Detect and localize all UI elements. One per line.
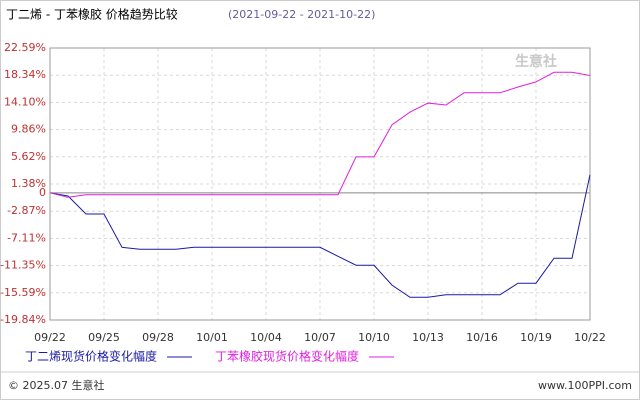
x-tick-label: 10/10 [358, 331, 390, 344]
x-tick-label: 10/07 [304, 331, 336, 344]
footer-right: www.100PPI.com [538, 379, 632, 392]
x-tick-label: 10/04 [250, 331, 282, 344]
y-tick-label: 1.38% [11, 177, 46, 190]
x-tick-label: 10/19 [520, 331, 552, 344]
x-tick-label: 10/22 [574, 331, 606, 344]
legend-label: 丁苯橡胶现货价格变化幅度 [215, 349, 359, 364]
x-tick-label: 10/13 [412, 331, 444, 344]
y-tick-label: -19.84% [0, 313, 46, 326]
chart-subtitle: (2021-09-22 - 2021-10-22) [228, 8, 375, 21]
y-tick-label: -11.35% [0, 259, 46, 272]
chart-title: 丁二烯 - 丁苯橡胶 价格趋势比较 [6, 7, 178, 22]
y-tick-label: 14.10% [4, 95, 46, 108]
y-tick-label: 9.86% [11, 123, 46, 136]
y-tick-label: 5.62% [11, 150, 46, 163]
y-tick-label: -7.11% [7, 231, 46, 244]
x-tick-label: 10/01 [196, 331, 228, 344]
series-line [49, 174, 591, 298]
x-tick-label: 09/22 [34, 331, 66, 344]
footer-left: © 2025.07 生意社 [8, 378, 104, 392]
y-tick-label: -15.59% [0, 286, 46, 299]
zero-label: 0 [39, 186, 46, 199]
y-tick-label: 22.59% [4, 41, 46, 54]
series-line [49, 71, 591, 198]
x-tick-label: 10/16 [466, 331, 498, 344]
y-tick-label: 18.34% [4, 68, 46, 81]
y-tick-label: -2.87% [7, 204, 46, 217]
plot-border [49, 47, 591, 321]
x-tick-label: 09/28 [142, 331, 174, 344]
x-tick-label: 09/25 [88, 331, 120, 344]
legend-label: 丁二烯现货价格变化幅度 [25, 349, 157, 364]
